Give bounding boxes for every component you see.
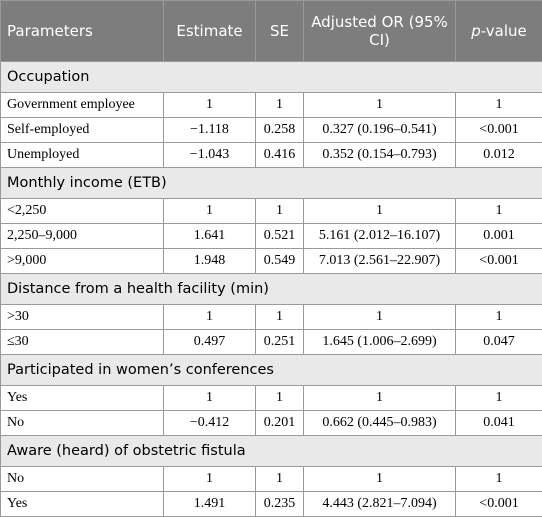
cell: 1 bbox=[163, 198, 256, 224]
cell: 0.258 bbox=[255, 117, 304, 143]
header-cell: Adjusted OR (95% CI) bbox=[303, 0, 456, 62]
cell: 0.047 bbox=[455, 329, 542, 355]
cell: 0.521 bbox=[255, 223, 304, 249]
data-row: No 1 1 1 1 bbox=[0, 466, 542, 492]
cell: 0.549 bbox=[255, 248, 304, 274]
cell: 0.352 (0.154–0.793) bbox=[303, 142, 456, 168]
data-row: Unemployed −1.043 0.416 0.352 (0.154–0.793)… bbox=[0, 142, 542, 168]
row-label: 2,250–9,000 bbox=[0, 223, 164, 249]
row-label: Yes bbox=[0, 385, 164, 411]
cell: 0.201 bbox=[255, 410, 304, 436]
cell: <0.001 bbox=[455, 248, 542, 274]
row-label: Yes bbox=[0, 491, 164, 517]
cell: 1 bbox=[163, 304, 256, 330]
cell: −1.043 bbox=[163, 142, 256, 168]
data-row: >30 1 1 1 1 bbox=[0, 304, 542, 330]
cell: 1 bbox=[255, 198, 304, 224]
row-label: ≤30 bbox=[0, 329, 164, 355]
cell: 1 bbox=[255, 304, 304, 330]
section-row: Monthly income (ETB) bbox=[0, 167, 542, 199]
data-row: <2,250 1 1 1 1 bbox=[0, 198, 542, 224]
cell: 0.416 bbox=[255, 142, 304, 168]
section-row: Occupation bbox=[0, 61, 542, 93]
cell: 1 bbox=[163, 385, 256, 411]
cell: <0.001 bbox=[455, 117, 542, 143]
cell: 1.948 bbox=[163, 248, 256, 274]
cell: 0.001 bbox=[455, 223, 542, 249]
data-row: >9,000 1.948 0.549 7.013 (2.561–22.907) <0.0… bbox=[0, 248, 542, 274]
cell: 4.443 (2.821–7.094) bbox=[303, 491, 456, 517]
row-label: Unemployed bbox=[0, 142, 164, 168]
cell: 0.327 (0.196–0.541) bbox=[303, 117, 456, 143]
cell: 1 bbox=[455, 198, 542, 224]
section-title: Participated in women’s conferences bbox=[0, 354, 542, 386]
cell: 0.497 bbox=[163, 329, 256, 355]
cell: 1 bbox=[255, 92, 304, 118]
cell: 1 bbox=[455, 385, 542, 411]
cell: 1 bbox=[255, 466, 304, 492]
cell: <0.001 bbox=[455, 491, 542, 517]
data-row: Yes 1.491 0.235 4.443 (2.821–7.094) <0.001 bbox=[0, 491, 542, 517]
section-title: Occupation bbox=[0, 61, 542, 93]
section-row: Participated in women’s conferences bbox=[0, 354, 542, 386]
cell: 7.013 (2.561–22.907) bbox=[303, 248, 456, 274]
cell: 1 bbox=[163, 92, 256, 118]
section-title: Distance from a health facility (min) bbox=[0, 273, 542, 305]
row-label: >9,000 bbox=[0, 248, 164, 274]
cell: 0.251 bbox=[255, 329, 304, 355]
cell: 1.645 (1.006–2.699) bbox=[303, 329, 456, 355]
cell: 1 bbox=[303, 466, 456, 492]
cell: 0.235 bbox=[255, 491, 304, 517]
row-label: Self-employed bbox=[0, 117, 164, 143]
data-row: ≤30 0.497 0.251 1.645 (1.006–2.699) 0.047 bbox=[0, 329, 542, 355]
cell: 1 bbox=[455, 466, 542, 492]
data-row: Self-employed −1.118 0.258 0.327 (0.196–0.5… bbox=[0, 117, 542, 143]
section-row: Distance from a health facility (min) bbox=[0, 273, 542, 305]
section-title: Monthly income (ETB) bbox=[0, 167, 542, 199]
data-row: Government employee 1 1 1 1 bbox=[0, 92, 542, 118]
header-cell: p-value bbox=[455, 0, 542, 62]
cell: 1 bbox=[303, 385, 456, 411]
cell: 1.491 bbox=[163, 491, 256, 517]
row-label: >30 bbox=[0, 304, 164, 330]
cell: 1.641 bbox=[163, 223, 256, 249]
cell: 0.041 bbox=[455, 410, 542, 436]
cell: 1 bbox=[255, 385, 304, 411]
data-row: Yes 1 1 1 1 bbox=[0, 385, 542, 411]
row-label: Government employee bbox=[0, 92, 164, 118]
cell: 1 bbox=[455, 92, 542, 118]
cell: 1 bbox=[455, 304, 542, 330]
cell: 0.662 (0.445–0.983) bbox=[303, 410, 456, 436]
header-cell: Parameters bbox=[0, 0, 164, 62]
section-row: Aware (heard) of obstetric fistula bbox=[0, 435, 542, 467]
section-title: Aware (heard) of obstetric fistula bbox=[0, 435, 542, 467]
data-row: No −0.412 0.201 0.662 (0.445–0.983) 0.041 bbox=[0, 410, 542, 436]
table-header: Parameters Estimate SE Adjusted OR (95% CI)… bbox=[0, 0, 542, 62]
header-row: Parameters Estimate SE Adjusted OR (95% CI)… bbox=[0, 0, 542, 62]
cell: 5.161 (2.012–16.107) bbox=[303, 223, 456, 249]
table-body: Occupation Government employee 1 1 1 1 Self-em… bbox=[0, 61, 542, 517]
cell: −0.412 bbox=[163, 410, 256, 436]
cell: 1 bbox=[303, 304, 456, 330]
row-label: No bbox=[0, 466, 164, 492]
cell: 0.012 bbox=[455, 142, 542, 168]
header-cell: Estimate bbox=[163, 0, 256, 62]
data-row: 2,250–9,000 1.641 0.521 5.161 (2.012–16.107… bbox=[0, 223, 542, 249]
cell: 1 bbox=[163, 466, 256, 492]
header-cell: SE bbox=[255, 0, 304, 62]
cell: −1.118 bbox=[163, 117, 256, 143]
cell: 1 bbox=[303, 198, 456, 224]
cell: 1 bbox=[303, 92, 456, 118]
row-label: <2,250 bbox=[0, 198, 164, 224]
row-label: No bbox=[0, 410, 164, 436]
